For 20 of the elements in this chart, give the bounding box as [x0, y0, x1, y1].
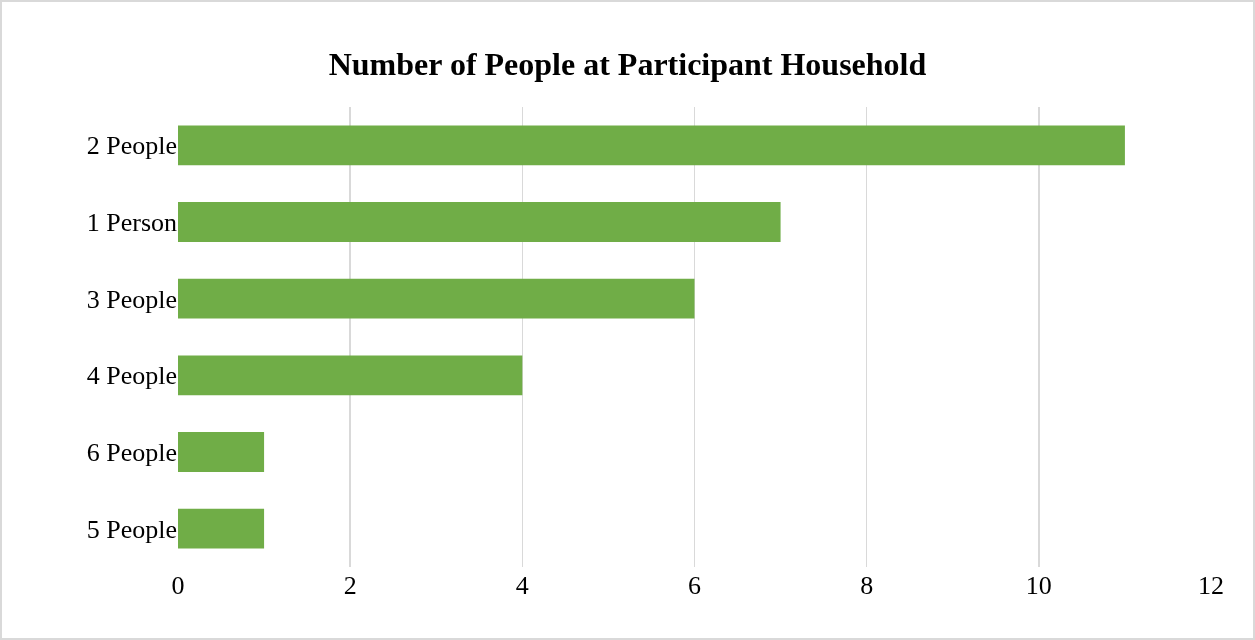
bar [178, 508, 265, 549]
x-tick-label: 8 [860, 571, 874, 600]
y-tick-label: 6 People [86, 438, 177, 468]
y-tick-label: 5 People [86, 514, 177, 544]
y-tick-label: 1 Person [86, 208, 177, 238]
y-tick-label: 3 People [86, 284, 177, 314]
y-tick-label: 2 People [86, 131, 177, 161]
bar [178, 202, 781, 242]
bar [178, 125, 1125, 166]
x-tick-label: 12 [1198, 571, 1224, 600]
x-tick-label: 4 [515, 571, 529, 600]
y-tick-label: 4 People [86, 361, 177, 391]
x-tick-label: 2 [343, 571, 357, 600]
bar [178, 278, 695, 319]
bar [178, 355, 523, 396]
chart-title: Number of People at Participant Household [328, 46, 927, 83]
x-tick-label: 0 [171, 571, 185, 600]
x-tick-label: 10 [1025, 571, 1052, 600]
x-tick-label: 6 [688, 571, 701, 600]
bar [178, 432, 265, 472]
